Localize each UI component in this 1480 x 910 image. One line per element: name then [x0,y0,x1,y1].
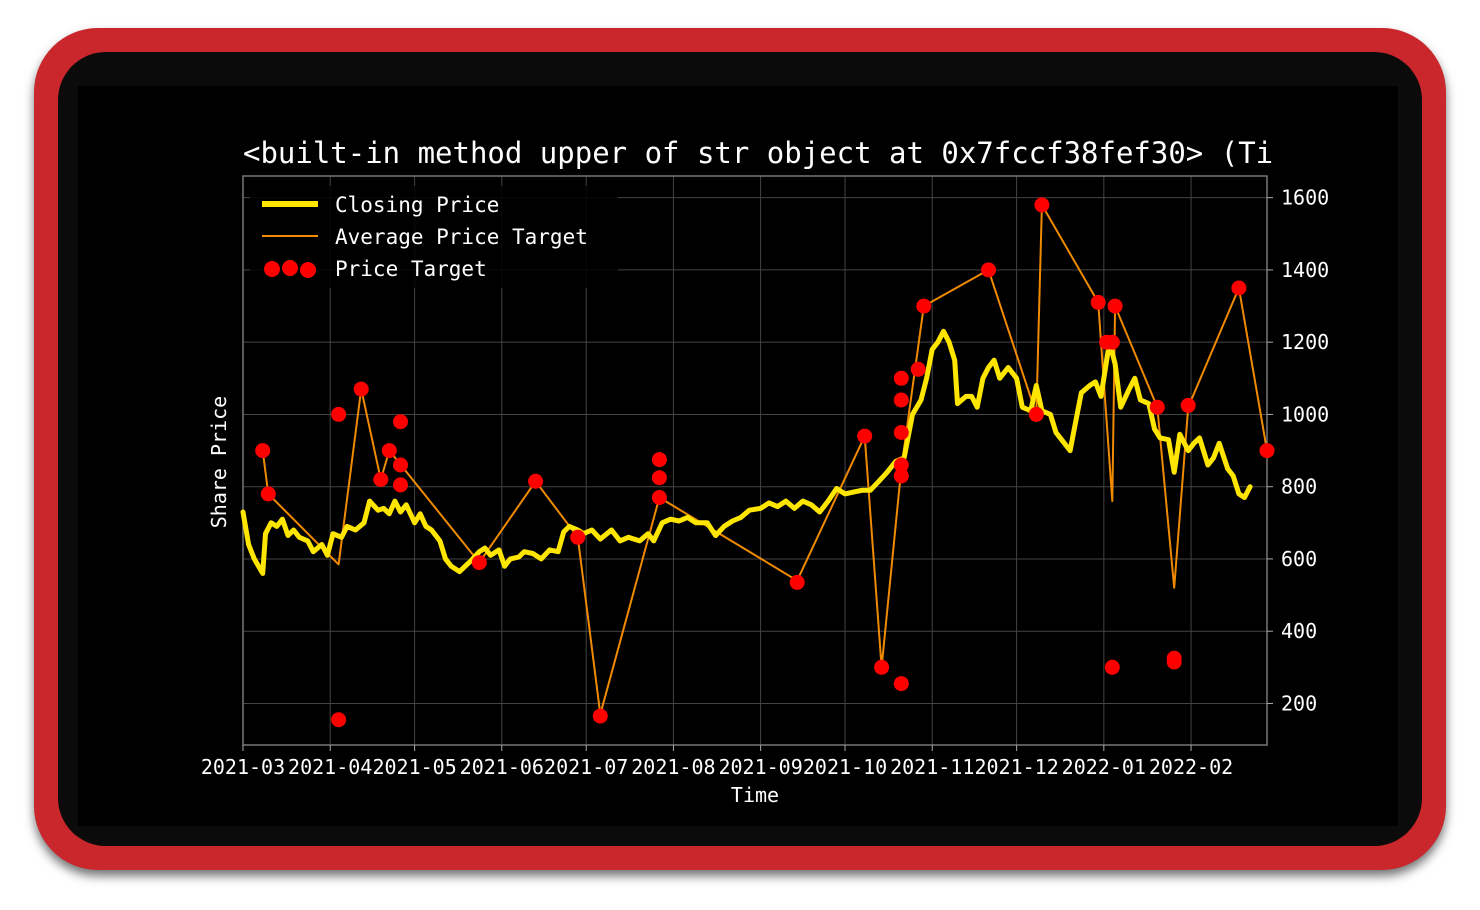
price-target-point [1180,397,1196,413]
price-target-point [1231,280,1247,296]
x-axis-label: Time [731,783,779,807]
y-tick-label: 200 [1281,691,1317,715]
x-tick-label: 2021-06 [460,755,544,779]
price-target-point [857,428,873,444]
price-target-point [1259,443,1275,459]
price-target-point [255,443,271,459]
y-axis-ticks: 200 400 600 800 1000 1200 1400 1600 [1267,186,1329,715]
price-target-point [1149,399,1165,415]
price-target-point [1028,406,1044,422]
price-target-point [471,555,487,571]
x-tick-label: 2021-09 [718,755,802,779]
x-tick-label: 2021-12 [974,755,1058,779]
price-target-point [651,490,667,505]
chart-title: <built-in method upper of str object at … [243,136,1273,170]
price-target-point [1104,659,1120,675]
x-tick-label: 2021-05 [372,755,456,779]
y-tick-label: 800 [1281,475,1317,499]
y-tick-label: 1600 [1281,186,1329,210]
legend-target-label: Price Target [335,257,487,281]
price-target-point [916,298,932,314]
price-target-point [1090,294,1106,310]
legend: Closing Price Average Price Target Price… [250,186,618,288]
price-target-point [260,486,276,502]
price-target-point [789,574,805,590]
x-tick-label: 2021-10 [803,755,887,779]
plot-frame [242,175,1268,746]
x-tick-label: 2021-07 [544,755,628,779]
x-tick-label: 2021-04 [288,755,372,779]
legend-closing-label: Closing Price [335,193,499,217]
price-target-point [893,457,909,473]
x-tick-label: 2022-02 [1149,755,1233,779]
y-tick-label: 600 [1281,547,1317,571]
price-target-point [893,370,909,386]
price-target-point [331,712,347,728]
legend-target-marker [300,262,316,278]
price-target-point [910,361,926,377]
y-tick-label: 1400 [1281,258,1329,282]
x-tick-label: 2021-11 [890,755,974,779]
price-target-point [592,708,608,724]
legend-target-marker [264,261,280,277]
price-target-point [381,443,397,459]
price-target-point [893,676,909,692]
price-target-point [874,659,890,675]
price-target-point [528,473,544,489]
closing-price-series [240,328,1253,576]
price-target-point [651,470,667,486]
closing-price-line [240,328,1253,576]
x-axis-ticks: 2021-03 2021-04 2021-05 2021-06 2021-07 2021-… [201,745,1233,779]
price-target-point [570,529,586,545]
price-target-point [1107,298,1123,314]
legend-target-marker [282,260,298,276]
y-tick-label: 400 [1281,619,1317,643]
price-target-point [893,392,909,408]
price-target-point [893,425,909,440]
price-target-point [353,381,369,397]
price-target-point [393,414,408,430]
price-target-point [331,406,347,422]
x-tick-label: 2021-08 [631,755,715,779]
price-target-point [981,262,996,278]
legend-average-label: Average Price Target [335,225,588,249]
price-target-point [1166,654,1182,670]
price-target-point [373,472,389,487]
price-target-point [893,468,909,484]
y-axis-label: Share Price [207,396,231,528]
price-target-series [255,197,1275,728]
x-tick-label: 2021-03 [201,755,285,779]
y-tick-label: 1000 [1281,402,1329,426]
price-target-point [1104,334,1120,350]
price-target-point [1034,197,1050,213]
y-tick-label: 1200 [1281,330,1329,354]
x-tick-label: 2022-01 [1062,755,1146,779]
price-target-point [393,477,408,493]
price-target-point [651,452,667,468]
price-target-point [393,457,408,473]
